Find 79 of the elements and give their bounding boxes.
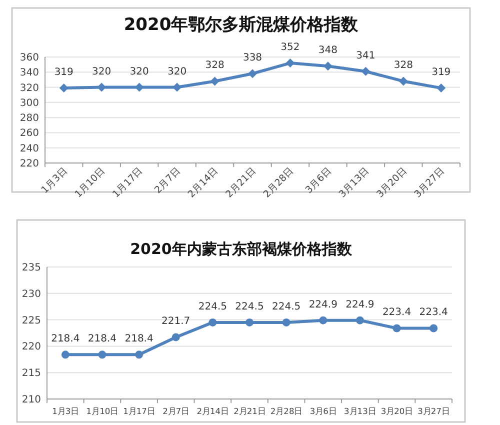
x-tick-label: 3月6日: [310, 406, 336, 416]
y-tick-label: 240: [20, 143, 39, 154]
x-tick-label: 3月6日: [304, 165, 334, 196]
data-label: 328: [205, 60, 224, 72]
data-label: 320: [168, 66, 187, 78]
data-label: 221.7: [162, 316, 190, 328]
point: [319, 316, 328, 324]
y-tick-label: 360: [20, 52, 39, 64]
x-tick-label: 1月10日: [86, 406, 118, 416]
y-tick-label: 235: [22, 262, 41, 274]
y-tick-label: 220: [22, 342, 41, 353]
point: [248, 69, 257, 78]
x-tick-label: 2月28日: [270, 406, 302, 416]
y-tick-label: 225: [22, 315, 41, 326]
data-label: 218.4: [124, 334, 154, 345]
data-label: 348: [318, 45, 338, 56]
data-label: 338: [242, 52, 262, 64]
data-label: 224.9: [346, 299, 374, 310]
point: [98, 350, 106, 359]
x-tick-label: 2月14日: [196, 406, 229, 416]
x-tick-label: 3月13日: [337, 165, 372, 200]
y-tick-label: 210: [22, 394, 41, 406]
y-tick-label: 260: [20, 128, 39, 140]
x-tick-label: 2月28日: [262, 165, 296, 200]
x-tick-label: 2月21日: [224, 165, 259, 200]
data-label: 218.4: [51, 334, 80, 345]
x-tick-label: 1月3日: [52, 406, 79, 416]
data-label: 328: [394, 60, 413, 72]
x-tick-label: 2月14日: [186, 165, 221, 200]
data-label: 223.4: [419, 307, 448, 318]
x-tick-label: 3月27日: [412, 165, 448, 200]
x-tick-label: 3月20日: [374, 165, 410, 200]
y-tick-label: 340: [20, 68, 39, 79]
data-label: 224.9: [308, 299, 338, 310]
data-label: 320: [130, 66, 149, 78]
point: [246, 318, 254, 326]
x-tick-label: 2月21日: [234, 406, 266, 416]
data-label: 352: [280, 42, 300, 54]
data-label: 319: [432, 67, 451, 78]
point: [172, 82, 182, 92]
x-tick-label: 1月17日: [123, 406, 155, 416]
point: [172, 333, 180, 342]
data-label: 223.4: [382, 307, 412, 318]
chart-title: 2020年鄂尔多斯混煤价格指数: [124, 15, 360, 35]
point: [398, 76, 408, 86]
chart-title: 2020年内蒙古东部褐煤价格指数: [130, 240, 353, 258]
point: [208, 318, 217, 326]
y-tick-label: 220: [20, 158, 39, 170]
x-tick-label: 1月17日: [110, 165, 146, 200]
y-tick-label: 320: [20, 82, 39, 94]
x-tick-label: 2月7日: [152, 165, 184, 196]
x-tick-label: 2月7日: [162, 406, 190, 416]
point: [282, 318, 290, 326]
data-label: 224.5: [272, 301, 301, 312]
data-label: 218.4: [88, 334, 117, 345]
y-tick-label: 215: [22, 368, 41, 380]
y-tick-label: 300: [20, 98, 39, 109]
x-tick-label: 3月27日: [418, 406, 450, 416]
data-label: 319: [54, 67, 74, 78]
data-label: 320: [92, 66, 112, 78]
x-tick-label: 3月20日: [380, 406, 413, 416]
point: [59, 84, 68, 93]
point: [361, 66, 370, 76]
data-label: 224.5: [198, 301, 227, 312]
point: [430, 324, 438, 332]
y-tick-label: 230: [22, 288, 41, 300]
x-tick-label: 3月13日: [344, 406, 376, 416]
y-tick-label: 280: [20, 113, 39, 124]
point: [286, 58, 295, 68]
point: [356, 316, 364, 324]
point: [135, 350, 144, 359]
x-tick-label: 1月3日: [40, 165, 70, 196]
x-tick-label: 1月10日: [72, 165, 108, 200]
point: [210, 76, 220, 86]
point: [61, 350, 70, 359]
data-label: 341: [356, 50, 376, 62]
data-label: 224.5: [235, 301, 264, 312]
point: [392, 324, 401, 332]
point: [436, 84, 446, 93]
